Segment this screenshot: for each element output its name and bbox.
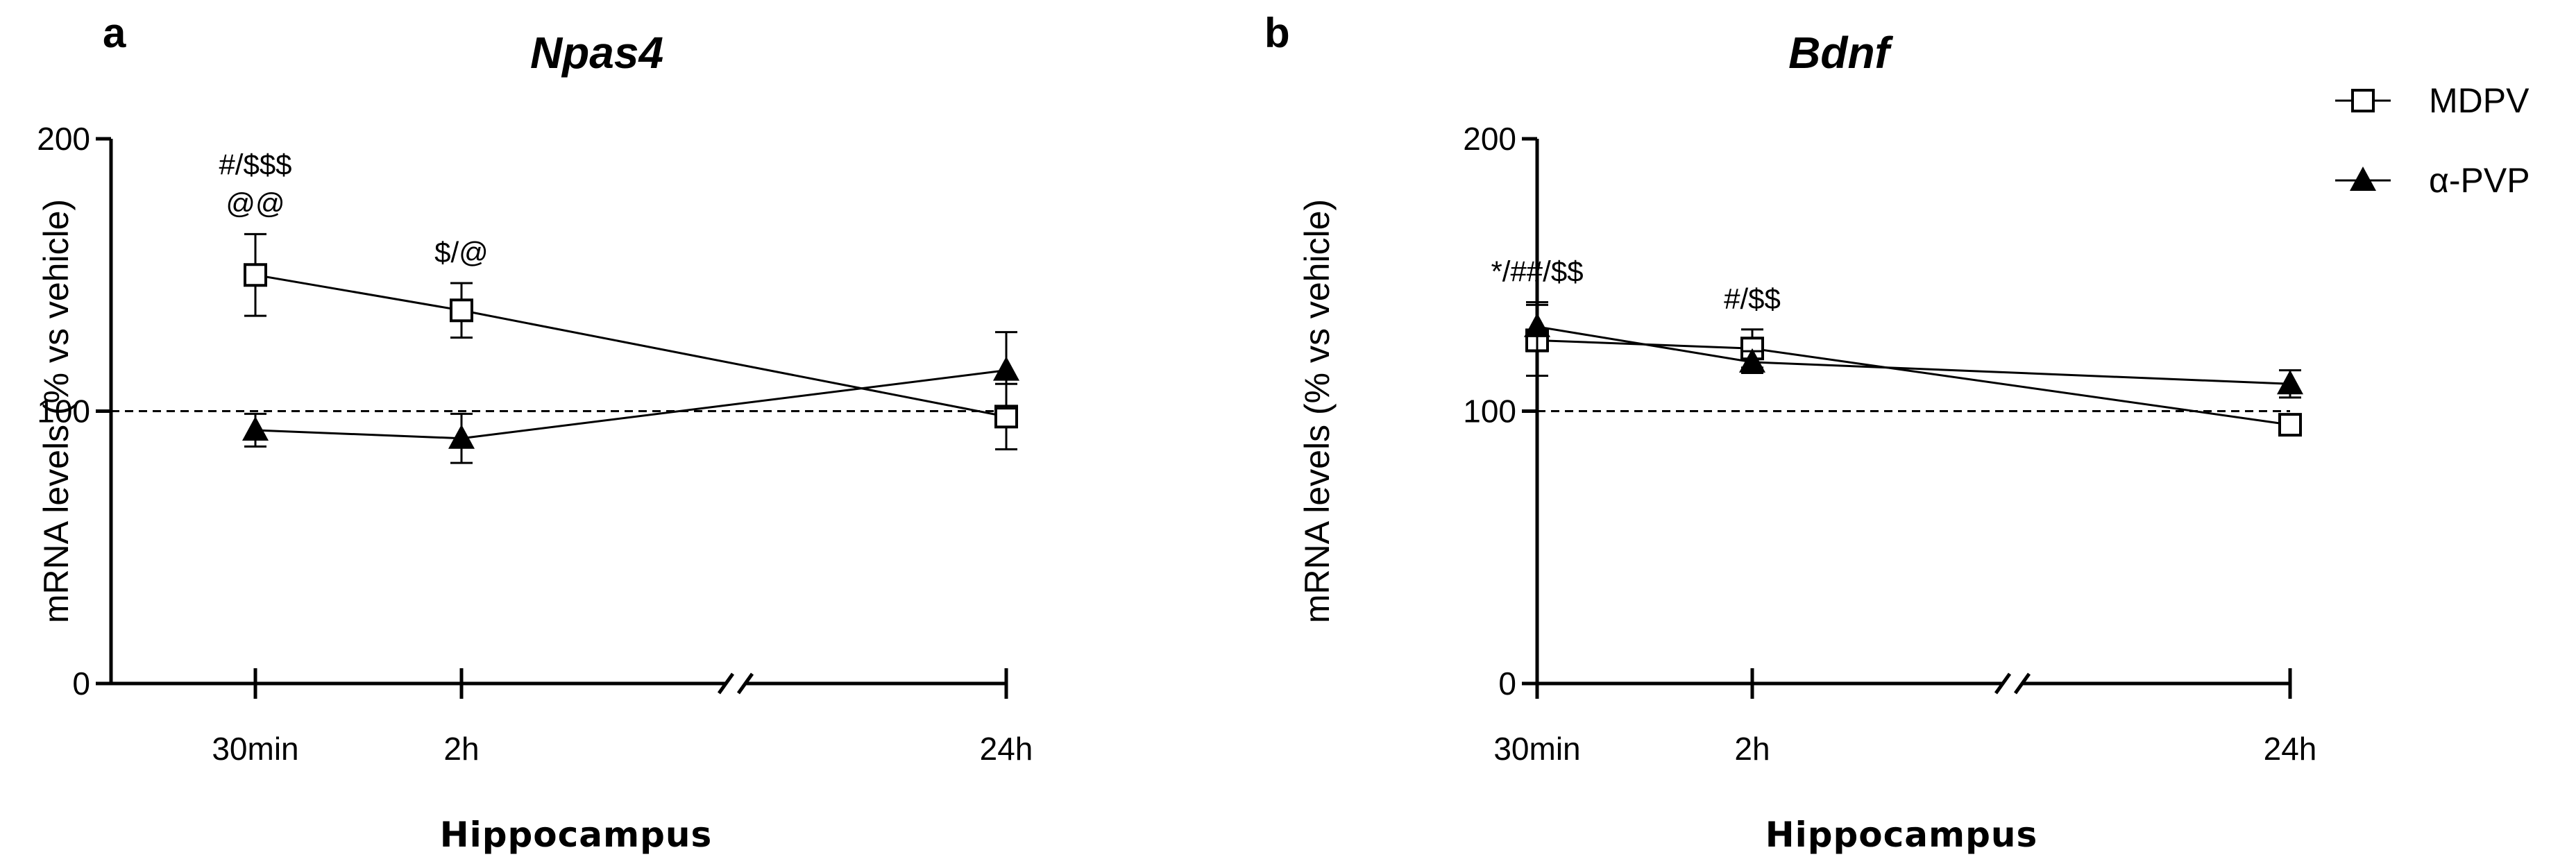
y-tick-label: 100 [1463,393,1516,430]
data-point [993,356,1019,381]
series-line [255,273,1007,418]
y-axis-label: mRNA levels (% vs vehicle) [37,199,76,623]
x-axis-title: Hippocampus [440,815,713,855]
significance-annotation: #/$$$ [219,148,291,180]
series-line [255,369,1007,440]
data-point [244,263,267,287]
series-a-pvp [242,331,1019,464]
panel-letter: b [1264,10,1290,56]
legend: MDPV α-PVP [2335,81,2530,200]
y-axis-label: mRNA levels (% vs vehicle) [1298,199,1337,623]
x-tick-label: 24h [2264,731,2317,767]
panel-a: a Npas4 0 100 200 mRNA levels (% vs vehicle) 3… [37,10,1033,855]
x-axis-title: Hippocampus [1765,815,2038,855]
y-tick-label: 0 [1498,665,1516,702]
data-point [450,298,473,323]
axis-break-mark [1994,672,2012,695]
significance-annotation: */##/$$ [1491,255,1583,288]
significance-annotation: #/$$ [1724,282,1781,315]
chart-title: Npas4 [530,28,663,78]
data-point [1739,348,1765,373]
x-tick-label: 2h [443,731,479,767]
legend-marker [2351,89,2375,112]
x-tick-label: 24h [980,731,1033,767]
x-tick-label: 30min [212,731,298,767]
series-mdpv [1525,303,2302,437]
x-tick-label: 2h [1734,731,1770,767]
significance-annotation: $/@ [434,236,489,269]
significance-annotation: @@ [226,187,285,219]
axis-break-mark [2013,672,2031,695]
series-a-pvp [1524,301,2303,399]
panel-b: b Bdnf 0 100 200 mRNA levels (% vs vehicle) 30… [1264,10,2316,855]
chart-title: Bdnf [1788,28,1893,78]
panel-letter: a [103,10,126,56]
y-tick-label: 200 [1463,121,1516,157]
y-tick-label: 0 [72,665,90,702]
legend-marker [2350,167,2376,191]
data-point [2277,370,2303,395]
axis-break-mark [736,672,754,695]
axis-break-mark [717,672,735,695]
y-tick-label: 200 [37,121,90,157]
data-point [448,424,475,449]
data-point [1524,312,1550,337]
series-line [1536,325,2291,385]
y-tick-label: 100 [37,393,90,430]
data-point [2278,413,2302,437]
data-point [242,416,269,441]
x-tick-label: 30min [1493,731,1580,767]
legend-label: MDPV [2429,81,2530,120]
legend-label: α-PVP [2429,161,2530,200]
